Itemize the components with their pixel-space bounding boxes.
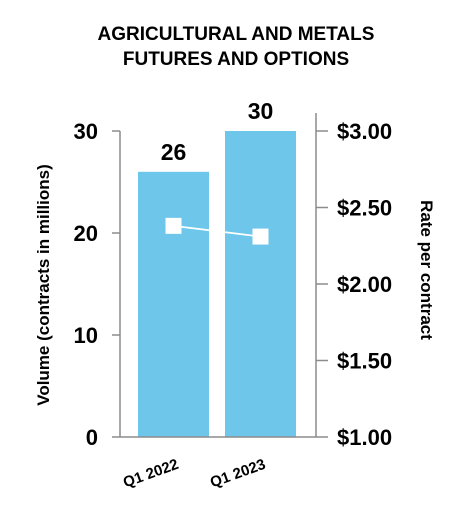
y2-tick-label: $2.00	[337, 272, 392, 297]
rate-line	[173, 224, 261, 238]
chart-title-line-1: AGRICULTURAL AND METALS	[97, 24, 375, 45]
chart-title: AGRICULTURAL AND METALS FUTURES AND OPTI…	[0, 22, 472, 72]
y-tick-label: 0	[86, 425, 98, 450]
bar-1	[138, 171, 209, 438]
y2-tick-label: $2.50	[337, 196, 392, 221]
data-label-1: 26	[161, 139, 187, 165]
y2-tick-label: $1.50	[337, 349, 392, 374]
rate-marker-2	[252, 228, 269, 245]
y-axis-label: Volume (contracts in millions)	[34, 164, 53, 406]
y-tick-label: 10	[74, 323, 98, 348]
y-tick-label: 20	[74, 221, 98, 246]
y2-axis-label: Rate per contract	[417, 200, 436, 340]
y2-tick-label: $1.00	[337, 425, 392, 450]
x-tick-label: Q1 2022	[121, 456, 181, 492]
y-tick-label: 30	[74, 119, 98, 144]
x-tick-label: Q1 2023	[208, 456, 268, 492]
chart-title-line-2: FUTURES AND OPTIONS	[122, 49, 350, 70]
bar-2	[225, 131, 296, 437]
rate-marker-1	[165, 217, 182, 234]
data-label-2: 30	[248, 98, 274, 124]
y2-tick-label: $3.00	[337, 119, 392, 144]
